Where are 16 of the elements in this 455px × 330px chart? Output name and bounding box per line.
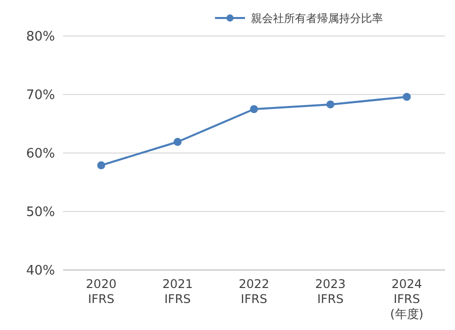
x-tick-label: 2023 IFRS — [315, 277, 346, 306]
y-tick-label: 50% — [26, 205, 55, 220]
y-tick-label: 60% — [26, 146, 55, 162]
point — [174, 138, 182, 146]
point — [250, 105, 258, 114]
point — [326, 100, 334, 108]
x-tick-label: 2024 IFRS (年度) — [390, 277, 424, 321]
x-tick-label: 2022 IFRS — [238, 277, 270, 306]
y-tick-label: 80% — [26, 30, 55, 45]
y-tick-label: 70% — [26, 88, 55, 104]
x-tick-label: 2021 IFRS — [162, 277, 193, 306]
legend-label: 親会社所有者帰属持分比率 — [251, 12, 383, 25]
point — [97, 161, 106, 170]
point — [402, 92, 411, 101]
y-tick-label: 40% — [26, 264, 55, 279]
x-tick-label: 2020 IFRS — [86, 277, 116, 306]
